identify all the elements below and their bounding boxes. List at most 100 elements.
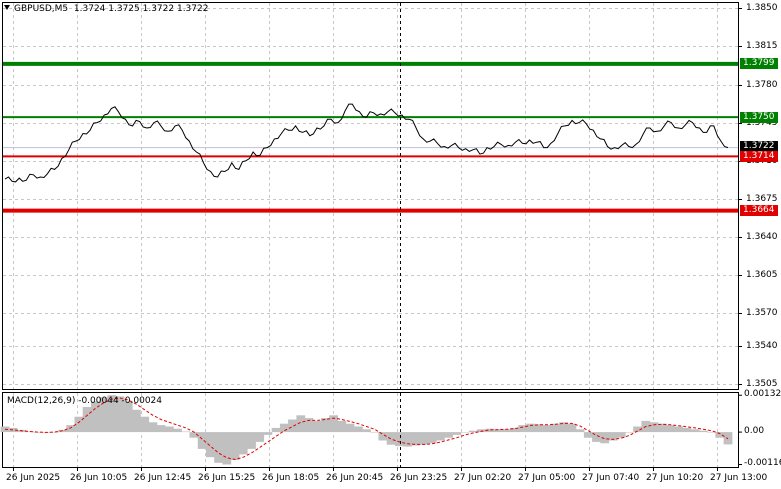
macd-histogram-bar	[518, 425, 527, 433]
time-tick-label: 26 Jun 12:45	[134, 473, 192, 483]
time-tick-label: 26 Jun 18:05	[262, 473, 320, 483]
macd-histogram-bar	[567, 423, 577, 433]
macd-histogram-bar	[427, 432, 437, 444]
time-tick-label: 26 Jun 2025	[6, 473, 61, 483]
macd-histogram-bar	[263, 432, 273, 435]
macd-histogram-bar	[82, 407, 92, 433]
macd-histogram-bar	[181, 431, 191, 433]
macd-histogram-bar	[468, 430, 478, 433]
level-lines	[3, 61, 738, 213]
macd-histogram-bar	[91, 401, 100, 433]
macd-histogram-bar	[74, 416, 84, 433]
macd-histogram-bar	[715, 432, 725, 438]
price-tick-label: 1.3640	[746, 231, 778, 242]
macd-histogram-bar	[25, 431, 34, 433]
macd-histogram-bar	[419, 432, 429, 445]
time-tick-label: 27 Jun 10:20	[646, 473, 704, 483]
macd-histogram-bar	[477, 429, 486, 433]
level-price-tag: 1.3799	[740, 58, 778, 70]
level-price-tag: 1.3664	[740, 205, 778, 217]
macd-histogram-bar	[140, 416, 150, 433]
macd-histogram-bar	[173, 428, 182, 433]
macd-histogram-bar	[132, 409, 141, 433]
macd-histogram-bar	[403, 432, 412, 447]
macd-histogram-bar	[657, 423, 667, 433]
macd-histogram-bar	[189, 432, 199, 438]
macd-histogram-bar	[666, 425, 675, 433]
macd-tick-label: 0.00132	[744, 389, 781, 400]
macd-histogram-bar	[616, 432, 626, 438]
macd-histogram-bar	[238, 432, 248, 455]
macd-histogram-bar	[542, 425, 552, 433]
macd-histogram-bar	[510, 427, 519, 433]
macd-histogram-bar	[682, 427, 692, 433]
macd-histogram-bar	[625, 432, 634, 433]
price-tick-label: 1.3570	[746, 307, 778, 318]
macd-histogram-bar	[501, 429, 511, 433]
macd-tick-label: -0.00116	[744, 458, 781, 469]
macd-histogram-bar	[345, 423, 355, 433]
price-line-series	[4, 103, 729, 183]
macd-histogram-bar	[436, 432, 445, 441]
macd-histogram-bar	[674, 426, 684, 433]
price-pane-frame	[2, 2, 739, 390]
time-tick-label: 27 Jun 07:40	[582, 473, 640, 483]
macd-histogram-bar	[107, 395, 117, 433]
macd-histogram-bar	[460, 432, 470, 433]
macd-histogram-bar	[115, 396, 125, 433]
macd-histogram-bar	[230, 432, 240, 460]
price-tick-label: 1.3540	[746, 340, 778, 351]
time-tick-label: 26 Jun 10:05	[70, 473, 128, 483]
macd-histogram-bar	[386, 432, 396, 445]
time-tick-label: 26 Jun 15:25	[198, 473, 256, 483]
macd-histogram-bar	[312, 420, 322, 433]
macd-histogram-bar	[197, 432, 207, 449]
macd-histogram-bar	[321, 418, 330, 433]
macd-histogram-bar	[304, 418, 314, 433]
macd-histogram-bar	[690, 429, 700, 433]
time-tick-label: 27 Jun 05:00	[518, 473, 576, 483]
macd-histogram-bar	[485, 428, 495, 433]
macd-histogram-bar	[608, 432, 618, 441]
macd-histogram-bar	[222, 432, 232, 465]
time-tick-label: 27 Jun 02:20	[454, 473, 512, 483]
time-tick-label: 27 Jun 13:00	[710, 473, 768, 483]
dropdown-triangle-icon[interactable]	[4, 5, 10, 10]
macd-histogram-bar	[698, 430, 708, 433]
macd-histogram-bar	[394, 432, 404, 447]
macd-histogram-bar	[206, 432, 215, 458]
time-tick-label: 26 Jun 23:25	[390, 473, 448, 483]
macd-histogram-bar	[583, 432, 593, 438]
symbol-label: GBPUSD,M5	[14, 4, 69, 14]
macd-histogram-bar	[526, 423, 536, 433]
level-price-tag: 1.3714	[740, 150, 778, 162]
level-price-tag: 1.3750	[740, 111, 778, 123]
macd-histogram-bar	[649, 422, 659, 433]
macd-histogram-bar	[66, 425, 76, 433]
price-tick-label: 1.3675	[746, 193, 778, 204]
macd-tick-label: 0.00	[744, 426, 765, 437]
ohlc-readout: 1.3724 1.3725 1.3722 1.3722	[73, 4, 209, 14]
macd-histogram-bar	[370, 432, 380, 433]
macd-histogram-bar	[99, 397, 108, 433]
macd-histogram-bar	[493, 429, 503, 433]
macd-histogram-bar	[49, 432, 59, 433]
grid-lines	[3, 3, 742, 471]
macd-histogram-bar	[329, 415, 338, 433]
macd-histogram-bar	[164, 426, 174, 433]
macd-histogram-bar	[214, 432, 223, 463]
macd-signal-line	[4, 397, 729, 461]
macd-header: MACD(12,26,9) -0.00044 -0.00024	[7, 396, 163, 406]
macd-histogram-bar	[633, 426, 642, 433]
price-tick-label: 1.3815	[746, 40, 778, 51]
macd-histogram-bar	[8, 427, 18, 433]
macd-histogram-bar	[551, 423, 560, 433]
macd-histogram-bar	[255, 432, 265, 442]
macd-histogram-bar	[378, 432, 388, 441]
macd-histogram-bar	[707, 432, 716, 433]
macd-histogram-bar	[148, 422, 158, 433]
symbol-header: GBPUSD,M5 1.3724 1.3725 1.3722 1.3722	[4, 4, 208, 14]
macd-histogram-bar	[592, 432, 601, 442]
